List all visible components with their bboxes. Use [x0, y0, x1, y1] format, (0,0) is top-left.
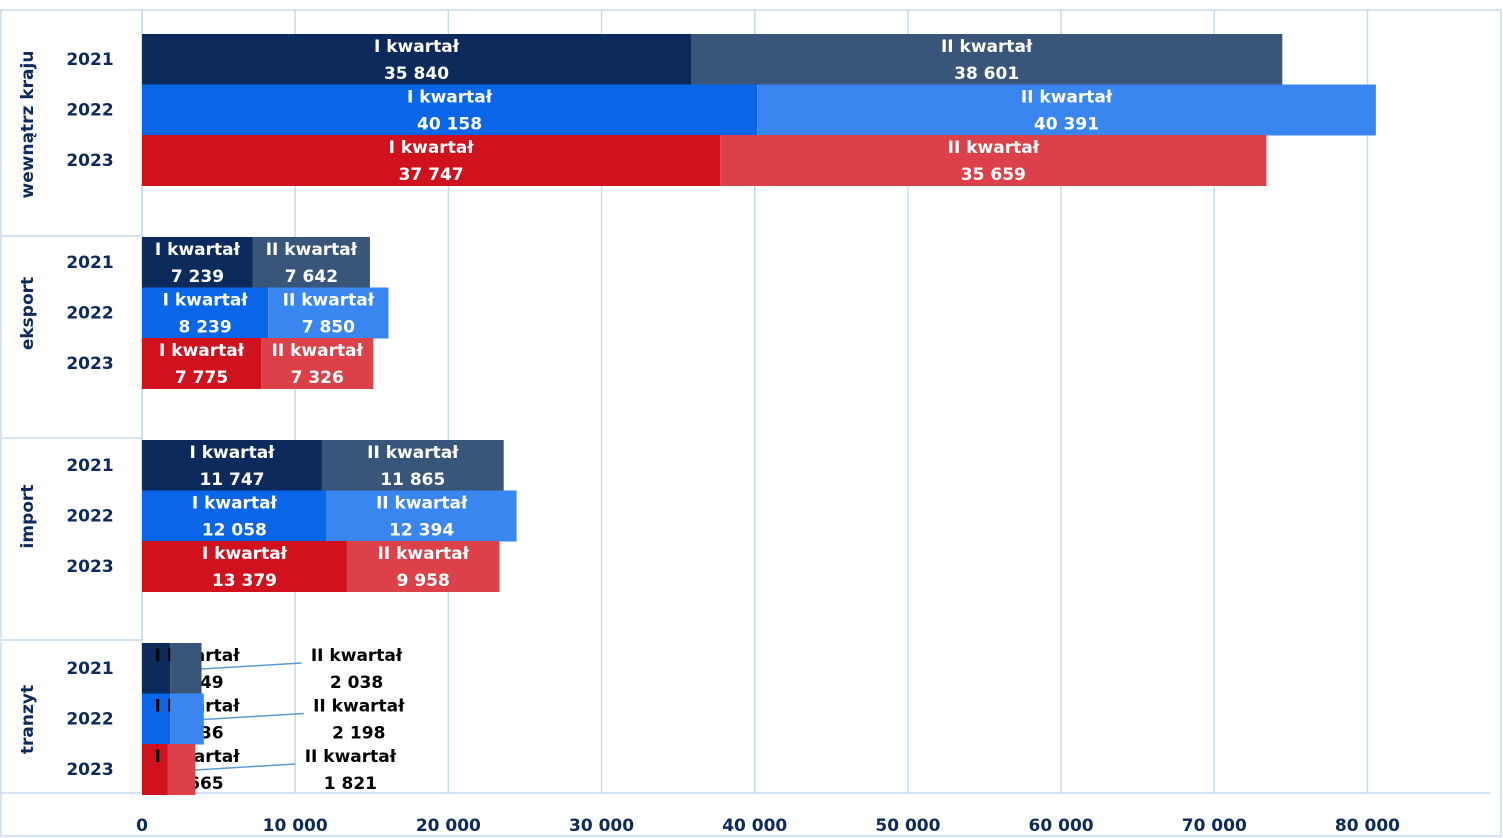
bar-segment: [252, 237, 370, 288]
x-tick-label: 30 000: [569, 816, 634, 836]
bar-segment: [142, 287, 269, 339]
bar-segment: [170, 643, 202, 694]
data-label-name: II kwartał: [272, 341, 364, 361]
data-label: 7 326: [291, 368, 344, 388]
data-label-name: I kwartał: [155, 240, 241, 260]
data-label-name: I kwartał: [189, 443, 275, 463]
bar-segment: [720, 135, 1267, 186]
x-tick-label: 20 000: [416, 816, 481, 836]
bar-segment: [142, 338, 262, 389]
data-label: 2 198: [332, 724, 385, 744]
data-label: 11 865: [380, 470, 445, 490]
data-label-name: I kwartał: [202, 544, 288, 564]
data-label: 35 840: [384, 64, 449, 84]
data-label-name: I kwartał: [192, 494, 278, 514]
data-label-name: I kwartał: [407, 88, 493, 108]
data-label: 37 747: [399, 165, 464, 185]
y-tick-label: 2022: [66, 304, 113, 324]
data-label: 7 775: [175, 368, 228, 388]
y-tick-label: 2022: [66, 710, 113, 730]
bar-segment: [142, 84, 758, 136]
data-label-name: II kwartał: [948, 138, 1040, 158]
data-label-name: I kwartał: [389, 138, 475, 158]
data-label-name: II kwartał: [311, 646, 403, 666]
data-label: 7 642: [285, 267, 338, 287]
data-label: 13 379: [212, 571, 277, 591]
leader-line: [201, 662, 302, 670]
group-label: eksport: [18, 277, 38, 350]
bar-segment: [326, 490, 517, 542]
data-label-name: II kwartał: [305, 747, 397, 767]
group-label: tranzyt: [18, 685, 38, 754]
data-label: 1 821: [324, 774, 377, 794]
data-label: 35 659: [961, 165, 1026, 185]
x-tick-label: 10 000: [263, 816, 328, 836]
bar-segment: [142, 490, 327, 542]
bar-segment: [142, 237, 253, 288]
y-tick-label: 2021: [66, 659, 113, 679]
bar-segment: [691, 34, 1283, 85]
y-tick-label: 2021: [66, 253, 113, 273]
data-label: 40 391: [1034, 115, 1099, 135]
y-tick-label: 2023: [66, 760, 113, 780]
y-tick-label: 2021: [66, 456, 113, 476]
data-label-name: II kwartał: [266, 240, 358, 260]
x-tick-label: 80 000: [1335, 816, 1400, 836]
leader-line: [203, 712, 304, 721]
y-tick-label: 2023: [66, 151, 113, 171]
data-label-name: II kwartał: [313, 697, 405, 717]
data-label: 11 747: [199, 470, 264, 490]
bar-segment: [757, 84, 1376, 136]
group-label: wewnątrz kraju: [18, 51, 38, 199]
data-label: 12 058: [202, 521, 267, 541]
data-label-name: II kwartał: [376, 494, 468, 514]
bar-segment: [142, 34, 692, 85]
bar-segment: [170, 693, 204, 745]
data-label-name: II kwartał: [1021, 88, 1113, 108]
y-tick-label: 2021: [66, 50, 113, 70]
y-tick-label: 2022: [66, 507, 113, 527]
bar-segment: [321, 440, 504, 491]
bar-segment: [268, 287, 389, 339]
data-label-name: II kwartał: [378, 544, 470, 564]
bar-segment: [142, 135, 721, 186]
data-label: 8 239: [178, 318, 231, 338]
data-label-name: II kwartał: [941, 37, 1033, 57]
bar-segment: [261, 338, 374, 389]
chart-border: [0, 9, 1502, 837]
bar-segment: [346, 541, 500, 592]
bar-segment: [167, 744, 196, 795]
data-label: 7 850: [302, 318, 355, 338]
y-tick-label: 2022: [66, 101, 113, 121]
data-label: 2 038: [330, 673, 383, 693]
x-tick-label: 70 000: [1182, 816, 1247, 836]
bar-segment: [142, 744, 168, 795]
x-tick-label: 40 000: [722, 816, 787, 836]
bar-segment: [142, 440, 322, 491]
bar-segment: [142, 693, 171, 745]
data-label-name: II kwartał: [283, 291, 375, 311]
x-tick-label: 0: [136, 816, 148, 836]
group-label: import: [18, 485, 38, 549]
y-tick-label: 2023: [66, 557, 113, 577]
data-label-name: I kwartał: [154, 747, 240, 767]
data-label-name: I kwartał: [159, 341, 245, 361]
x-tick-label: 50 000: [875, 816, 940, 836]
x-tick-label: 60 000: [1029, 816, 1094, 836]
y-tick-label: 2023: [66, 354, 113, 374]
data-label: 7 239: [171, 267, 224, 287]
data-label: 40 158: [417, 115, 482, 135]
leader-line: [195, 763, 296, 771]
data-label-name: I kwartał: [163, 291, 249, 311]
bar-segment: [142, 643, 171, 694]
data-label: 38 601: [954, 64, 1019, 84]
data-label: 9 958: [397, 571, 450, 591]
bar-segment: [142, 541, 347, 592]
data-label-name: II kwartał: [367, 443, 459, 463]
data-label: 12 394: [389, 521, 454, 541]
data-label-name: I kwartał: [374, 37, 460, 57]
